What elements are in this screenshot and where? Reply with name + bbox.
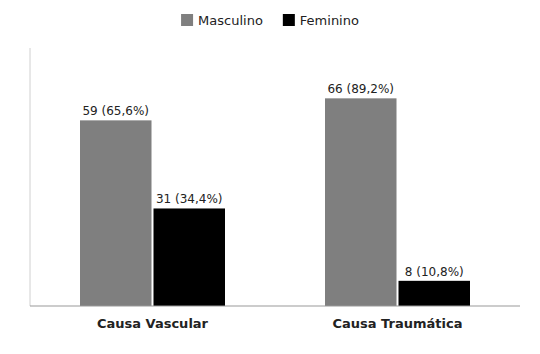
data-label: 66 (89,2%) [327,82,394,96]
data-label: 8 (10,8%) [405,265,464,279]
data-label: 59 (65,6%) [82,104,149,118]
data-label: 31 (34,4%) [156,192,223,206]
bar [399,281,471,306]
bar [154,208,226,306]
x-axis-line [30,306,520,307]
legend-swatch [283,14,295,26]
chart-container: 59 (65,6%) 66 (89,2%) 31 (34,4%) 8 (10,8%) C… [0,0,540,354]
x-tick-label: Causa Vascular [97,316,209,331]
legend-item: Feminino [283,13,359,28]
x-tick-label: Causa Traumática [333,316,463,331]
y-axis-line [30,48,31,306]
bar [325,98,397,306]
data-labels: 59 (65,6%) 66 (89,2%) 31 (34,4%) 8 (10,8%) [82,82,463,278]
legend-label: Masculino [198,13,263,28]
legend: Masculino Feminino [181,13,359,28]
legend-item: Masculino [181,13,263,28]
chart-svg: 59 (65,6%) 66 (89,2%) 31 (34,4%) 8 (10,8%) C… [0,0,540,354]
legend-swatch [181,14,193,26]
legend-label: Feminino [300,13,359,28]
bars [80,98,470,306]
background [0,0,540,354]
bar [80,120,152,306]
